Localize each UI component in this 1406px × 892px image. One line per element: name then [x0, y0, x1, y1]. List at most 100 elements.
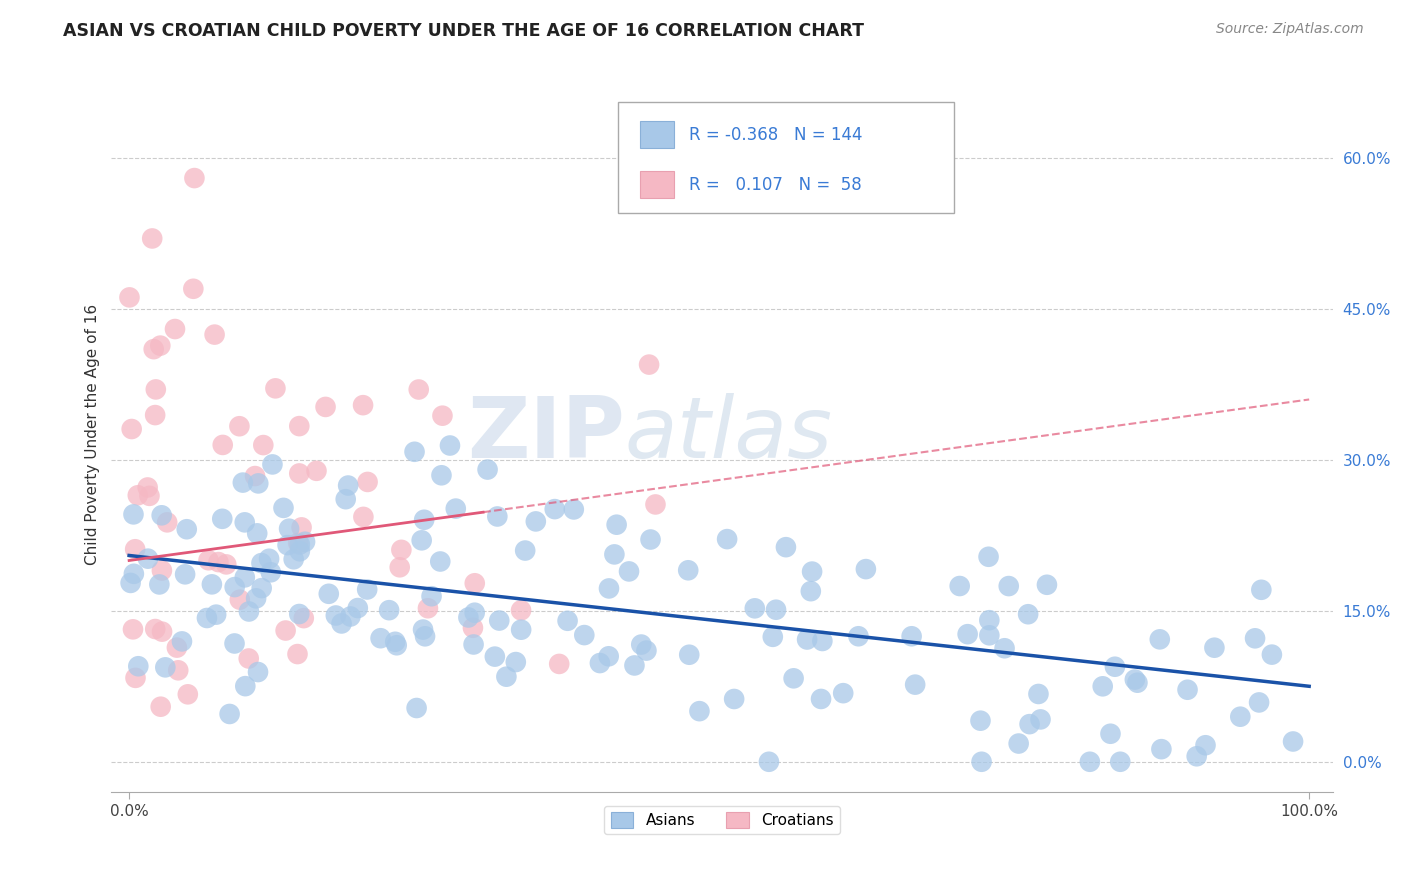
- Point: [122, 623, 145, 637]
- Point: [636, 643, 658, 657]
- Point: [796, 632, 818, 647]
- Point: [640, 533, 662, 547]
- Point: [262, 458, 284, 472]
- Point: [744, 601, 766, 615]
- Point: [1261, 648, 1284, 662]
- Point: [141, 231, 163, 245]
- Point: [150, 564, 173, 578]
- Text: ASIAN VS CROATIAN CHILD POVERTY UNDER THE AGE OF 16 CORRELATION CHART: ASIAN VS CROATIAN CHILD POVERTY UNDER TH…: [63, 22, 865, 40]
- Bar: [640, 171, 675, 198]
- Point: [1018, 717, 1040, 731]
- Point: [201, 577, 224, 591]
- Point: [412, 623, 434, 637]
- Point: [252, 438, 274, 452]
- Point: [211, 438, 233, 452]
- Point: [218, 706, 240, 721]
- Point: [294, 534, 316, 549]
- Point: [432, 409, 454, 423]
- Point: [1244, 632, 1267, 646]
- Point: [122, 566, 145, 581]
- Point: [510, 603, 533, 617]
- Point: [439, 438, 461, 452]
- Point: [617, 565, 640, 579]
- Text: ZIP: ZIP: [467, 393, 624, 476]
- Bar: [640, 121, 675, 148]
- Point: [979, 628, 1001, 642]
- Point: [124, 542, 146, 557]
- Point: [274, 624, 297, 638]
- Point: [430, 468, 453, 483]
- Point: [488, 614, 510, 628]
- Point: [287, 536, 309, 550]
- Point: [630, 638, 652, 652]
- Point: [278, 522, 301, 536]
- Point: [166, 640, 188, 655]
- Point: [623, 658, 645, 673]
- Point: [288, 419, 311, 434]
- Point: [1008, 737, 1031, 751]
- Point: [413, 513, 436, 527]
- Point: [127, 488, 149, 502]
- Point: [243, 469, 266, 483]
- Point: [176, 522, 198, 536]
- Point: [142, 342, 165, 356]
- Point: [170, 634, 193, 648]
- Point: [273, 500, 295, 515]
- Point: [352, 509, 374, 524]
- Point: [464, 576, 486, 591]
- Point: [378, 603, 401, 617]
- Point: [1150, 742, 1173, 756]
- Point: [993, 641, 1015, 656]
- Point: [1123, 673, 1146, 687]
- Point: [370, 631, 392, 645]
- Point: [346, 601, 368, 615]
- Point: [900, 629, 922, 643]
- Point: [562, 502, 585, 516]
- Point: [335, 492, 357, 507]
- Point: [1177, 682, 1199, 697]
- Point: [228, 419, 250, 434]
- Point: [477, 462, 499, 476]
- Point: [246, 526, 269, 541]
- Point: [150, 508, 173, 523]
- Point: [969, 714, 991, 728]
- Point: [330, 616, 353, 631]
- Point: [1104, 659, 1126, 673]
- Point: [150, 624, 173, 639]
- Point: [197, 553, 219, 567]
- Point: [149, 338, 172, 352]
- Point: [257, 551, 280, 566]
- Point: [305, 464, 328, 478]
- Point: [716, 532, 738, 546]
- Point: [207, 555, 229, 569]
- Text: atlas: atlas: [624, 393, 832, 476]
- Point: [420, 589, 443, 603]
- Point: [1091, 679, 1114, 693]
- Point: [288, 467, 311, 481]
- Point: [136, 480, 159, 494]
- Point: [352, 398, 374, 412]
- Point: [1029, 713, 1052, 727]
- Point: [678, 648, 700, 662]
- Point: [416, 601, 439, 615]
- Point: [232, 475, 254, 490]
- Point: [524, 515, 547, 529]
- Point: [124, 671, 146, 685]
- Point: [1017, 607, 1039, 622]
- Point: [800, 584, 823, 599]
- Point: [444, 501, 467, 516]
- Legend: Asians, Croatians: Asians, Croatians: [605, 806, 839, 834]
- Point: [122, 508, 145, 522]
- Point: [495, 670, 517, 684]
- Point: [979, 613, 1001, 627]
- Point: [1194, 738, 1216, 752]
- Point: [1282, 734, 1305, 748]
- Y-axis label: Child Poverty Under the Age of 16: Child Poverty Under the Age of 16: [86, 304, 100, 566]
- Point: [811, 634, 834, 648]
- Point: [233, 570, 256, 584]
- Point: [277, 538, 299, 552]
- Point: [598, 582, 620, 596]
- Point: [136, 551, 159, 566]
- Point: [183, 171, 205, 186]
- Point: [389, 542, 412, 557]
